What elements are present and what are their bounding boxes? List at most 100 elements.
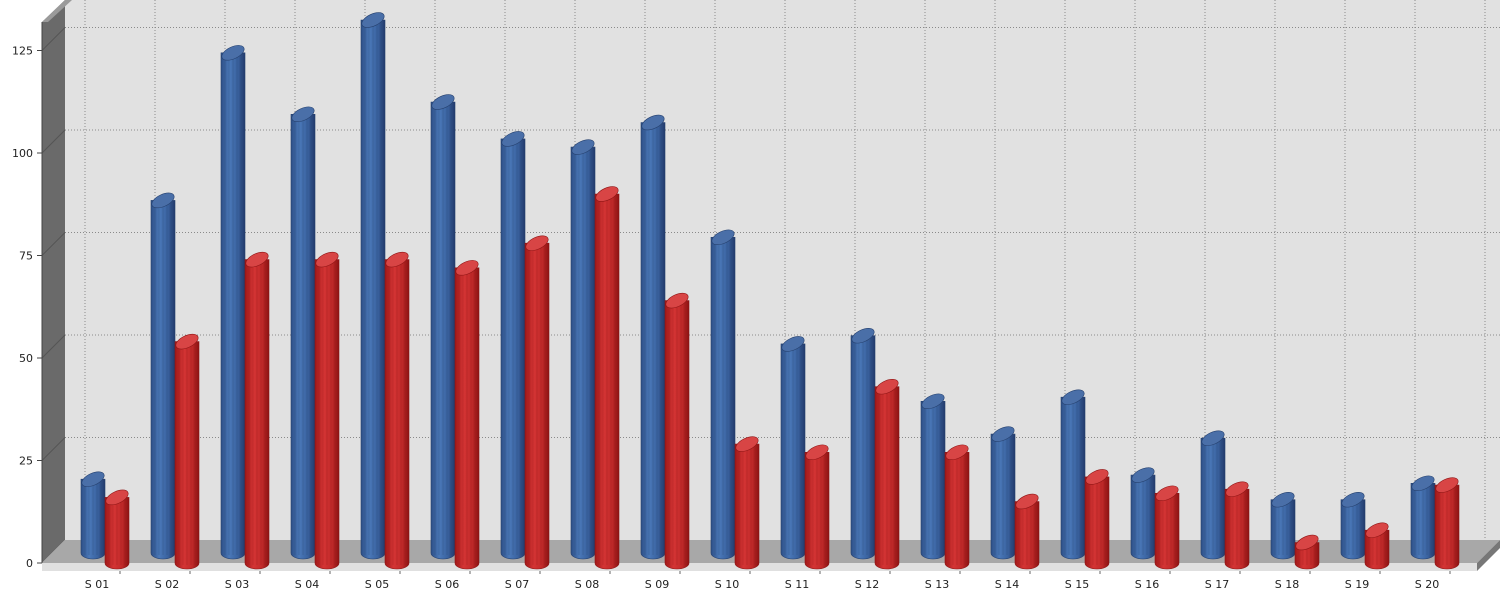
bar-blue-s18 bbox=[1270, 491, 1296, 560]
bar-blue-s16 bbox=[1130, 467, 1156, 560]
wall-gridline bbox=[41, 27, 66, 51]
bars bbox=[80, 12, 1460, 570]
bar-red-s16 bbox=[1154, 485, 1180, 570]
y-tick-label: 25 bbox=[19, 455, 33, 468]
x-tick-label: S 07 bbox=[505, 578, 529, 591]
bar-blue-s13 bbox=[920, 393, 946, 560]
x-tick-label: S 12 bbox=[855, 578, 879, 591]
bar-top bbox=[945, 444, 969, 461]
x-tick-label: S 05 bbox=[365, 578, 389, 591]
bar-top bbox=[711, 229, 735, 246]
bar-top bbox=[1131, 467, 1155, 483]
bar-red-s15 bbox=[1084, 469, 1110, 570]
y-tick-label: 100 bbox=[12, 147, 33, 160]
bar-top bbox=[851, 327, 875, 344]
bar-red-s17 bbox=[1224, 481, 1250, 570]
bar-top bbox=[1155, 485, 1179, 502]
bar-red-s06 bbox=[454, 260, 480, 570]
bar-blue-s14 bbox=[990, 426, 1016, 560]
bar-top bbox=[595, 186, 619, 202]
bar-top bbox=[1225, 481, 1249, 497]
left-wall bbox=[42, 0, 65, 563]
bar-top bbox=[291, 106, 315, 123]
bar-top bbox=[1341, 491, 1365, 508]
y-axis: 0 25 50 75 100 125 bbox=[12, 22, 43, 570]
bar-top bbox=[641, 114, 665, 131]
bar-top bbox=[1271, 491, 1295, 508]
bar-top bbox=[1061, 389, 1085, 405]
bar-top bbox=[245, 251, 269, 268]
wall-gridline bbox=[41, 232, 66, 256]
x-tick-label: S 19 bbox=[1345, 578, 1369, 591]
x-tick-label: S 17 bbox=[1205, 578, 1229, 591]
x-tick-label: S 13 bbox=[925, 578, 949, 591]
bar-red-s09 bbox=[664, 292, 690, 570]
bar-red-s01 bbox=[104, 489, 130, 570]
bar-blue-s11 bbox=[780, 336, 806, 560]
x-tick-label: S 18 bbox=[1275, 578, 1299, 591]
bar-top bbox=[875, 378, 899, 395]
bar-blue-s17 bbox=[1200, 430, 1226, 560]
x-axis: S 01 S 02 S 03 S 04 S 05 S 06 S 07 S 08 S 09 S 10… bbox=[85, 571, 1451, 591]
x-tick-label: S 02 bbox=[155, 578, 179, 591]
bar-top bbox=[501, 131, 525, 147]
bar-top bbox=[1411, 475, 1435, 492]
x-tick-label: S 14 bbox=[995, 578, 1019, 591]
bar-top bbox=[455, 260, 479, 276]
bar-blue-s20 bbox=[1410, 475, 1436, 560]
x-tick-label: S 16 bbox=[1135, 578, 1159, 591]
bar-top bbox=[315, 251, 339, 268]
bar-top bbox=[1365, 522, 1389, 538]
bar-top bbox=[1015, 493, 1039, 510]
bar-top bbox=[105, 489, 129, 506]
bar-top bbox=[1435, 477, 1459, 493]
y-tick-label: 0 bbox=[26, 557, 33, 570]
bar-top bbox=[1085, 469, 1109, 485]
bar-top bbox=[571, 139, 595, 155]
bar-top bbox=[1201, 430, 1225, 446]
bar-red-s02 bbox=[174, 333, 200, 570]
bar-red-s04 bbox=[314, 251, 340, 570]
bar-top bbox=[151, 192, 175, 209]
bar-red-s11 bbox=[804, 444, 830, 570]
wall-gridline bbox=[41, 437, 66, 461]
wall-gridline bbox=[41, 334, 66, 359]
bar-red-s05 bbox=[384, 251, 410, 570]
bar-red-s20 bbox=[1434, 477, 1460, 570]
bar-top bbox=[991, 426, 1015, 442]
bar-red-s12 bbox=[874, 378, 900, 570]
bar-blue-s07 bbox=[500, 131, 526, 560]
bar-top bbox=[525, 235, 549, 251]
floor-side-edge bbox=[1477, 540, 1500, 571]
bar-top bbox=[221, 45, 245, 61]
bar-blue-s04 bbox=[290, 106, 316, 560]
x-tick-label: S 09 bbox=[645, 578, 669, 591]
bar-top bbox=[175, 333, 199, 350]
bar-top bbox=[1295, 534, 1319, 551]
x-tick-label: S 11 bbox=[785, 578, 809, 591]
bar-red-s14 bbox=[1014, 493, 1040, 570]
bar-top bbox=[81, 471, 105, 487]
x-tick-label: S 20 bbox=[1415, 578, 1439, 591]
bar-blue-s05 bbox=[360, 12, 386, 560]
bar-top bbox=[431, 94, 455, 110]
bar-blue-s06 bbox=[430, 94, 456, 560]
bar-blue-s19 bbox=[1340, 491, 1366, 560]
bar-top bbox=[361, 12, 385, 28]
x-tick-label: S 10 bbox=[715, 578, 739, 591]
x-tick-label: S 15 bbox=[1065, 578, 1089, 591]
x-tick-label: S 01 bbox=[85, 578, 109, 591]
back-wall bbox=[65, 0, 1500, 540]
bar-blue-s02 bbox=[150, 192, 176, 560]
bar-red-s03 bbox=[244, 251, 270, 570]
bar-red-s18 bbox=[1294, 534, 1320, 570]
bar-red-s13 bbox=[944, 444, 970, 570]
x-tick-label: S 03 bbox=[225, 578, 249, 591]
bar-blue-s09 bbox=[640, 114, 666, 560]
bar-blue-s12 bbox=[850, 327, 876, 560]
bar-blue-s15 bbox=[1060, 389, 1086, 560]
y-tick-label: 75 bbox=[19, 250, 33, 263]
bar-top bbox=[385, 251, 409, 268]
bar-red-s19 bbox=[1364, 522, 1390, 570]
